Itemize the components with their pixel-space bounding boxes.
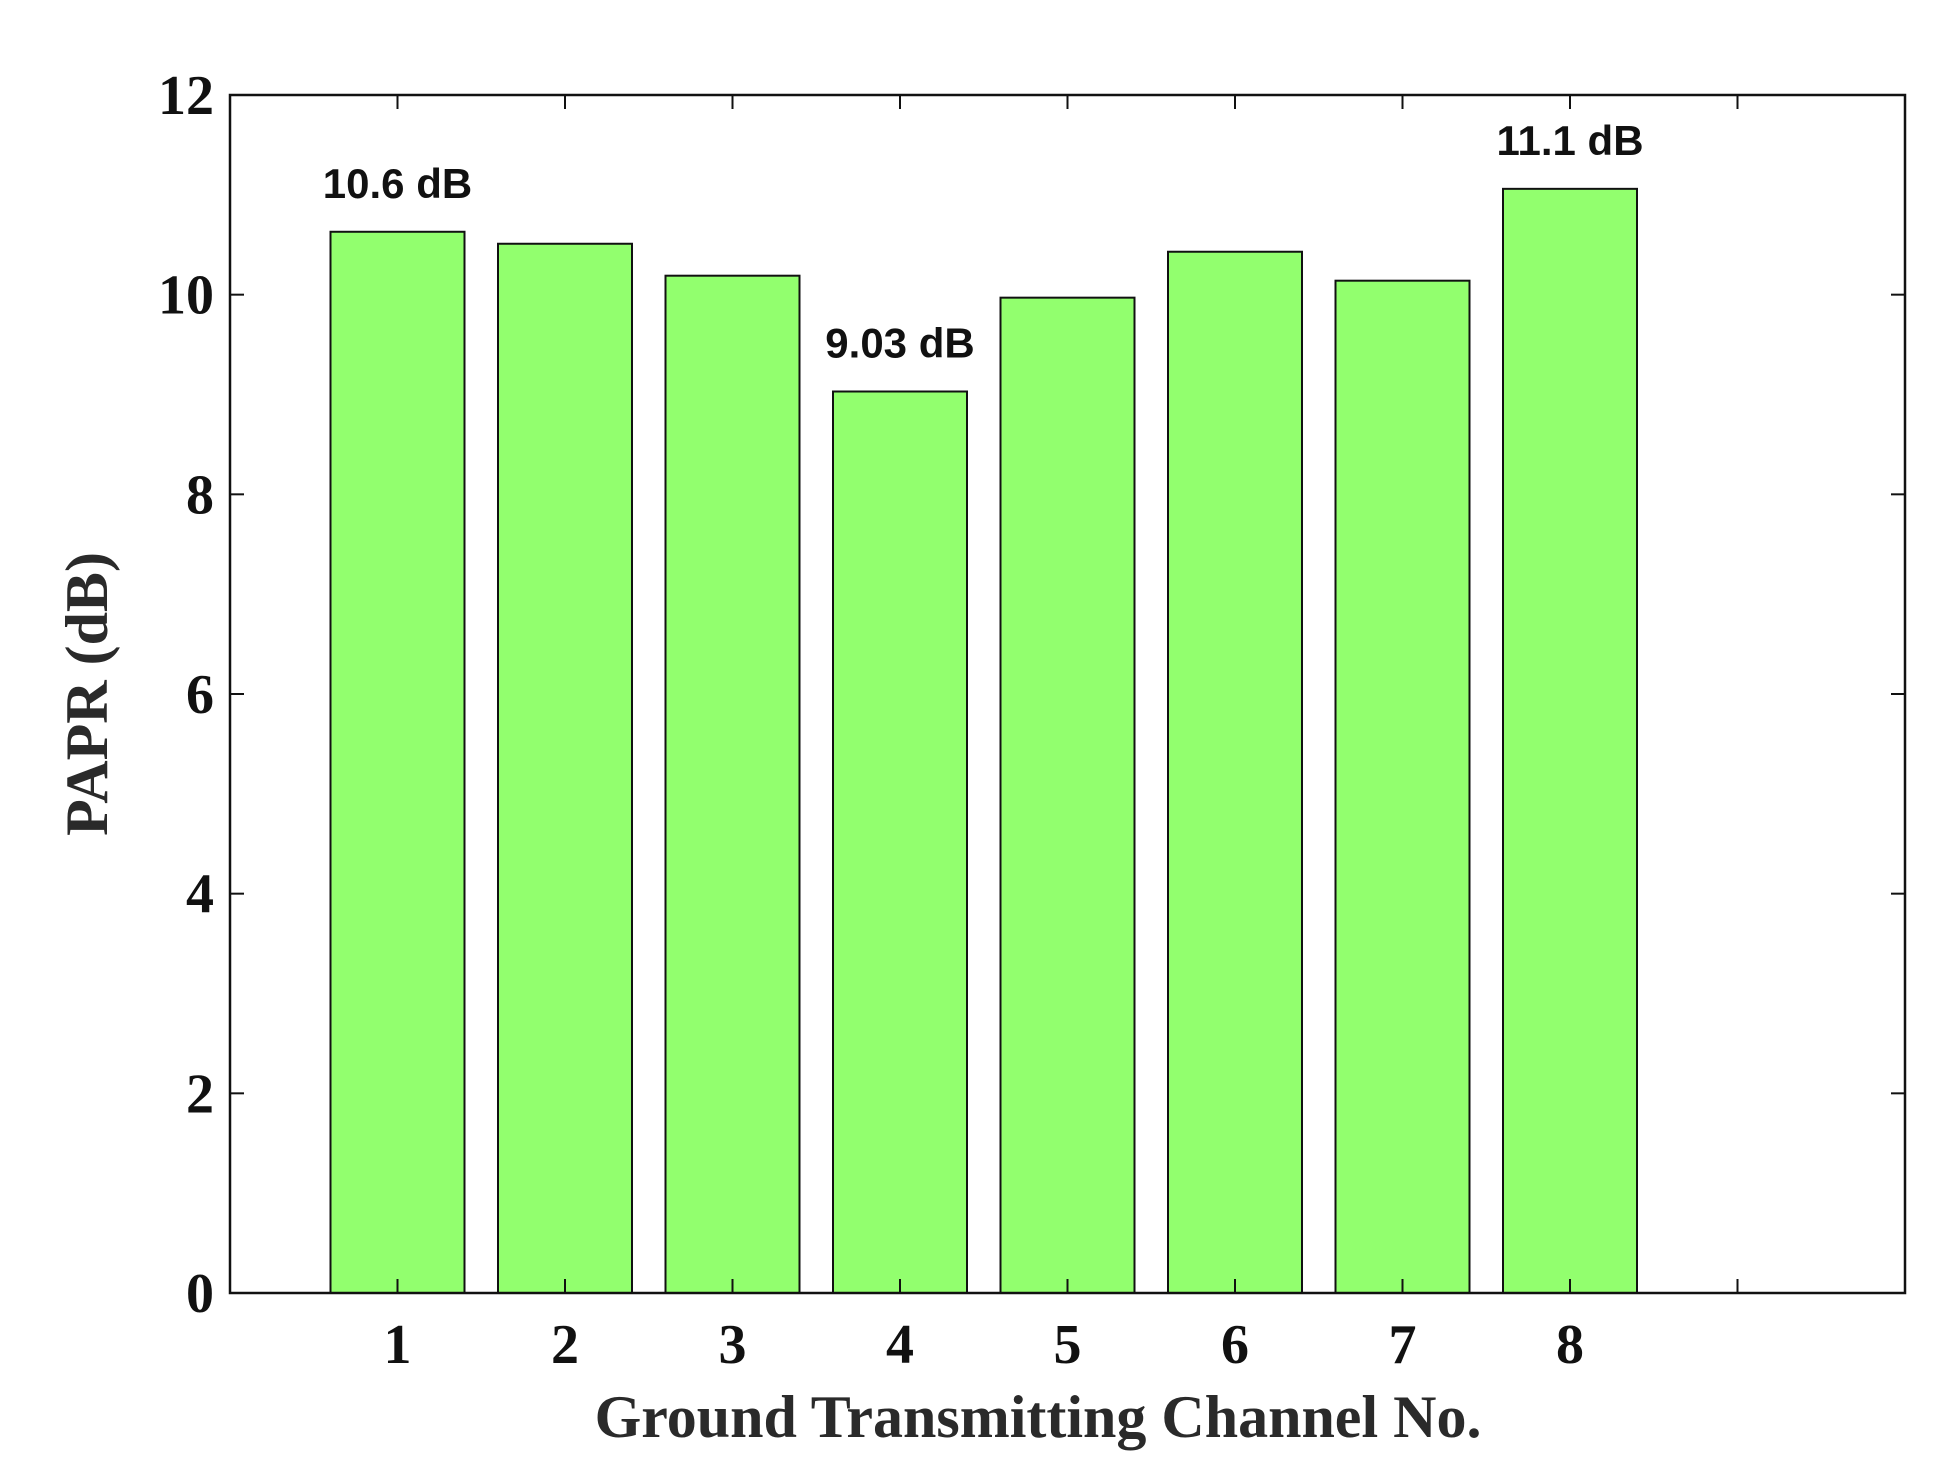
x-tick-label-6: 6	[1221, 1314, 1249, 1376]
x-tick-label-1: 1	[384, 1314, 412, 1376]
x-tick-label-7: 7	[1389, 1314, 1417, 1376]
bar-channel-3	[664, 274, 801, 1295]
y-tick-label-0: 0	[186, 1263, 214, 1325]
x-tick-label-3: 3	[719, 1314, 747, 1376]
bar-channel-7	[1334, 279, 1471, 1294]
y-tick-label-12: 12	[158, 65, 214, 127]
bar-channel-8	[1502, 187, 1638, 1294]
y-tick-label-6: 6	[186, 664, 214, 726]
bar-channel-6	[1167, 250, 1303, 1295]
x-tick-label-5: 5	[1054, 1314, 1082, 1376]
y-tick-label-8: 8	[186, 464, 214, 526]
bar-channel-5	[999, 296, 1136, 1294]
y-axis-title: PAPR (dB)	[54, 552, 120, 836]
data-label-channel-4: 9.03 dB	[825, 320, 974, 367]
data-label-channel-8: 11.1 dB	[1496, 117, 1643, 164]
bar-channel-4	[832, 390, 968, 1294]
bar-channel-2	[497, 242, 633, 1294]
data-label-channel-1: 10.6 dB	[323, 160, 472, 207]
x-tick-label-8: 8	[1556, 1314, 1584, 1376]
x-tick-label-2: 2	[551, 1314, 579, 1376]
x-tick-label-4: 4	[886, 1314, 914, 1376]
x-axis-title: Ground Transmitting Channel No.	[595, 1384, 1482, 1450]
ticks-layer	[230, 94, 1906, 1294]
y-tick-label-4: 4	[186, 864, 214, 926]
y-tick-label-10: 10	[158, 265, 214, 327]
y-tick-label-2: 2	[186, 1063, 214, 1125]
bars-layer	[329, 187, 1638, 1295]
bar-channel-1	[329, 230, 466, 1295]
